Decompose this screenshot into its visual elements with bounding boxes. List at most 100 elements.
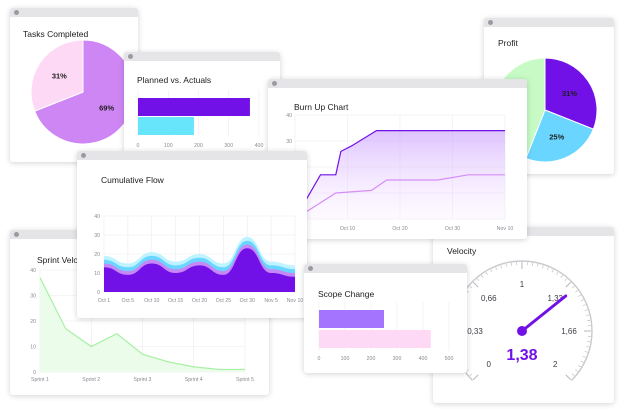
tick-label: 30 <box>286 139 292 145</box>
tick-label: Oct 30 <box>240 298 255 304</box>
gauge-tick <box>586 346 590 348</box>
tick-label: Oct 20 <box>192 298 207 304</box>
gauge-needle <box>520 294 568 333</box>
gauge-tick <box>505 263 507 267</box>
gauge-label: 2 <box>553 360 558 369</box>
planned-vs-actuals-card: Planned vs. Actuals 0 100 200 300 400 <box>124 52 280 153</box>
cumulative-flow-card: Cumulative Flow 0 10 20 30 40 Oct 1 Oct 5 Oct 1… <box>77 151 307 318</box>
pie-slice <box>544 57 598 130</box>
gauge-tick <box>582 304 586 307</box>
tick-label: Oct 10 <box>340 226 355 232</box>
window-dot-icon <box>272 81 277 86</box>
tick-label: 0 <box>137 143 140 149</box>
tick-label: 400 <box>255 143 264 149</box>
gauge-tick <box>546 267 549 271</box>
scope-change-card: Scope Change 0 100 200 300 400 500 <box>304 264 467 373</box>
pie-label: 25% <box>549 133 564 142</box>
window-bar[interactable] <box>304 264 467 273</box>
window-bar[interactable] <box>77 151 307 160</box>
tick-label: Oct 5 <box>122 298 135 304</box>
gauge-label: 0,33 <box>467 327 483 336</box>
tick-label: 200 <box>194 143 203 149</box>
gauge-label: 0 <box>487 360 492 369</box>
gauge-tick <box>481 275 484 278</box>
tick-label: Sprint 5 <box>236 377 254 383</box>
tick-label: 30 <box>94 233 100 239</box>
gauge-tick <box>565 374 572 381</box>
tasks-completed-card: Tasks Completed 69% 31% <box>10 8 138 162</box>
card-title: Profit <box>498 38 518 48</box>
pie-slice <box>30 39 84 112</box>
window-bar[interactable] <box>10 8 138 17</box>
gauge-tick <box>472 281 479 288</box>
tick-label: Sprint 2 <box>82 377 100 383</box>
sprint-area <box>40 277 245 372</box>
tick-label: 0 <box>33 370 36 376</box>
tick-label: 20 <box>30 319 36 325</box>
tick-label: 40 <box>30 268 36 274</box>
gauge-value: 1,38 <box>506 347 537 364</box>
gauge-tick <box>584 351 588 353</box>
gauge-label: 1,66 <box>561 327 577 336</box>
gauge-tick <box>580 299 584 302</box>
window-dot-icon <box>488 20 493 25</box>
gauge-label: 1,33 <box>547 294 563 303</box>
bar <box>319 330 431 348</box>
tick-label: 300 <box>393 356 402 362</box>
gauge-tick <box>564 278 568 282</box>
tick-label: Nov 10 <box>497 226 514 232</box>
gauge-tick <box>476 278 480 282</box>
tick-label: 10 <box>94 271 100 277</box>
tick-label: 0 <box>318 356 321 362</box>
cumulative-flow-chart: 0 10 20 30 40 Oct 1 Oct 5 Oct 10 Oct 15 Oct 20 Oct… <box>94 214 303 304</box>
gauge-tick <box>575 369 578 372</box>
tick-label: Oct 20 <box>392 226 407 232</box>
gauge-tick <box>500 265 502 269</box>
gauge-tick <box>575 290 578 293</box>
gauge-tick <box>551 269 554 273</box>
tick-label: Oct 25 <box>216 298 231 304</box>
gauge-tick <box>469 373 473 377</box>
tick-label: 200 <box>367 356 376 362</box>
gauge-tick <box>582 355 586 358</box>
window-dot-icon <box>14 232 19 237</box>
gauge-label: 1 <box>520 280 525 289</box>
tick-label: 40 <box>94 214 100 220</box>
gauge-tick <box>485 272 488 275</box>
pie-slice <box>525 109 594 163</box>
tick-label: 100 <box>164 143 173 149</box>
window-bar[interactable] <box>124 52 280 61</box>
tick-label: Sprint 4 <box>185 377 203 383</box>
window-bar[interactable] <box>268 79 527 88</box>
tick-label: Nov 5 <box>264 298 278 304</box>
gauge-tick <box>537 263 539 267</box>
tick-label: Sprint 3 <box>134 377 152 383</box>
tick-label: 30 <box>30 294 36 300</box>
gauge-tick <box>571 285 575 289</box>
gauge-tick <box>565 281 572 288</box>
card-title: Velocity <box>447 246 477 256</box>
pie-label: 31% <box>52 71 67 80</box>
tick-label: 400 <box>419 356 428 362</box>
burn-area <box>295 130 505 219</box>
gauge-tick <box>469 285 473 289</box>
sprint-velocity-chart: 0 10 20 30 40 Sprint 1 Sprint 2 Sprint 3 Sprint … <box>30 268 254 383</box>
scope-line <box>294 129 505 220</box>
tick-label: 0 <box>97 290 100 296</box>
tasks-completed-pie: 69% 31% <box>30 39 136 145</box>
gauge-tick <box>556 272 559 275</box>
tick-label: Oct 1 <box>98 298 111 304</box>
card-title: Burn Up Chart <box>294 102 349 112</box>
tick-label: 40 <box>286 113 292 119</box>
window-bar[interactable] <box>484 18 614 27</box>
tick-label: Oct 15 <box>168 298 183 304</box>
tick-label: Oct 10 <box>144 298 159 304</box>
tick-label: 100 <box>341 356 350 362</box>
gauge-hub <box>517 326 527 336</box>
card-title: Cumulative Flow <box>101 175 164 185</box>
card-title: Scope Change <box>318 289 375 299</box>
gauge-tick <box>584 309 588 311</box>
window-dot-icon <box>14 10 19 15</box>
